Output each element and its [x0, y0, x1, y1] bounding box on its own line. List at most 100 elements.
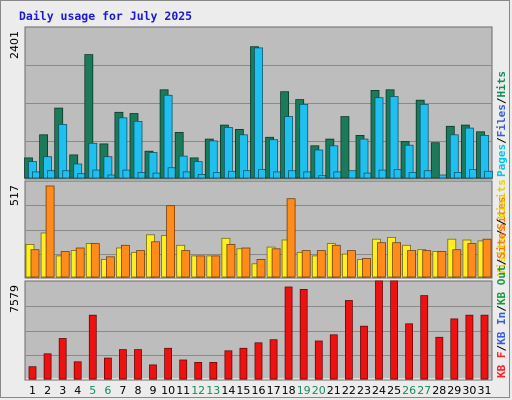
- day-label-13: 13: [206, 384, 220, 397]
- bar-files-day-10: [163, 94, 173, 179]
- bar-sites-day-28: [437, 251, 447, 278]
- bar-hits-day-28: [430, 142, 440, 179]
- legend-item: /: [495, 229, 508, 236]
- bar-hits-day-22: [340, 116, 350, 179]
- bar-sites-day-9: [151, 241, 160, 278]
- day-label-19: 19: [297, 384, 311, 397]
- day-label-23: 23: [357, 384, 371, 397]
- day-label-16: 16: [252, 384, 266, 397]
- day-label-31: 31: [478, 384, 492, 397]
- bar-kb-f-day-11: [179, 359, 188, 380]
- bar-sites-day-23: [362, 258, 371, 278]
- day-label-20: 20: [312, 384, 326, 397]
- bar-kb-f-day-8: [134, 349, 142, 380]
- bar-files-day-24: [374, 97, 384, 179]
- bar-kb-f-day-1: [28, 366, 37, 380]
- day-label-12: 12: [191, 384, 205, 397]
- bar-kb-f-day-3: [58, 338, 67, 380]
- bar-sites-day-27: [422, 250, 432, 278]
- bar-files-day-23: [359, 138, 369, 179]
- bar-kb-f-day-30: [465, 314, 474, 380]
- legend-item: Visits: [495, 236, 508, 276]
- bar-sites-day-30: [467, 243, 477, 278]
- bar-kb-f-day-14: [224, 350, 233, 380]
- day-label-7: 7: [119, 384, 126, 397]
- panel-1-legend: Pages/Files/Hits: [495, 71, 508, 177]
- bar-kb-f-day-6: [104, 357, 112, 380]
- bar-kb-f-day-28: [435, 336, 444, 380]
- bar-files-day-7: [118, 117, 128, 179]
- day-label-6: 6: [104, 384, 111, 397]
- legend-item: Visits: [495, 179, 508, 219]
- bar-files-day-20: [314, 149, 324, 179]
- bar-sites-day-6: [106, 256, 115, 278]
- day-label-9: 9: [150, 384, 157, 397]
- bar-kb-f-day-4: [73, 361, 82, 380]
- bar-sites-day-16: [256, 258, 266, 278]
- day-label-29: 29: [447, 384, 461, 397]
- bar-sites-day-3: [60, 251, 70, 278]
- bar-files-day-16: [254, 47, 263, 179]
- bar-sites-day-5: [90, 243, 100, 278]
- bar-kb-f-day-17: [269, 339, 278, 380]
- bar-kb-f-day-23: [360, 325, 368, 380]
- bar-sites-day-19: [301, 250, 311, 278]
- bar-files-day-19: [299, 104, 309, 179]
- day-label-11: 11: [176, 384, 190, 397]
- day-label-21: 21: [327, 384, 341, 397]
- bar-kb-f-day-10: [164, 347, 173, 380]
- bar-sites-day-20: [316, 250, 326, 278]
- day-label-24: 24: [372, 384, 386, 397]
- bar-sites-day-29: [452, 249, 462, 278]
- day-label-14: 14: [221, 384, 235, 397]
- legend-item: /: [495, 137, 508, 144]
- legend-item: Sites: [495, 197, 508, 230]
- bar-kb-f-day-15: [239, 347, 248, 380]
- bar-kb-f-day-26: [405, 323, 414, 380]
- bar-files-day-3: [58, 124, 68, 179]
- bar-kb-f-day-22: [344, 300, 353, 380]
- bar-files-day-18: [284, 116, 294, 179]
- legend-item: /: [495, 305, 508, 312]
- bar-files-day-27: [419, 104, 429, 179]
- legend-item: Files: [495, 104, 508, 137]
- bar-pages-day-31: [484, 170, 493, 179]
- bar-kb-f-day-31: [480, 314, 489, 380]
- bar-sites-day-1: [30, 249, 40, 278]
- day-label-15: 15: [236, 384, 250, 397]
- legend-item: /: [495, 258, 508, 265]
- bar-sites-day-10: [166, 205, 176, 278]
- day-label-25: 25: [387, 384, 401, 397]
- bar-sites-day-14: [226, 243, 236, 278]
- panel-3-legend: KB F/KB In/KB Out/Sites/Visits: [495, 179, 508, 378]
- day-label-28: 28: [432, 384, 446, 397]
- bar-sites-day-31: [482, 238, 492, 278]
- day-label-1: 1: [29, 384, 36, 397]
- legend-item: /: [495, 97, 508, 104]
- bar-sites-day-4: [75, 247, 85, 278]
- bar-kb-f-day-20: [314, 340, 323, 380]
- legend-item: Hits: [495, 71, 508, 98]
- panel-3-max-label: 7579: [8, 285, 21, 313]
- legend-item: /: [495, 219, 508, 226]
- bar-sites-day-25: [392, 242, 402, 278]
- bar-kb-f-day-9: [149, 364, 157, 380]
- legend-item: KB F: [495, 352, 508, 379]
- bar-sites-day-15: [241, 247, 251, 278]
- bar-sites-day-8: [136, 250, 145, 278]
- legend-item: Sites: [495, 226, 508, 259]
- bar-sites-day-18: [286, 198, 296, 278]
- bar-kb-f-day-13: [209, 361, 218, 380]
- bar-kb-f-day-21: [329, 334, 338, 380]
- bar-sites-day-26: [407, 250, 417, 278]
- panel-2-legend: Visits/Sites: [495, 197, 508, 277]
- day-label-22: 22: [342, 384, 356, 397]
- day-label-27: 27: [417, 384, 431, 397]
- panel-1-max-label: 2401: [8, 31, 21, 59]
- bar-sites-day-22: [346, 250, 356, 278]
- bar-kb-f-day-29: [450, 318, 459, 380]
- bar-sites-day-24: [377, 242, 386, 278]
- bar-kb-f-day-19: [299, 288, 308, 380]
- bar-sites-day-17: [271, 248, 281, 278]
